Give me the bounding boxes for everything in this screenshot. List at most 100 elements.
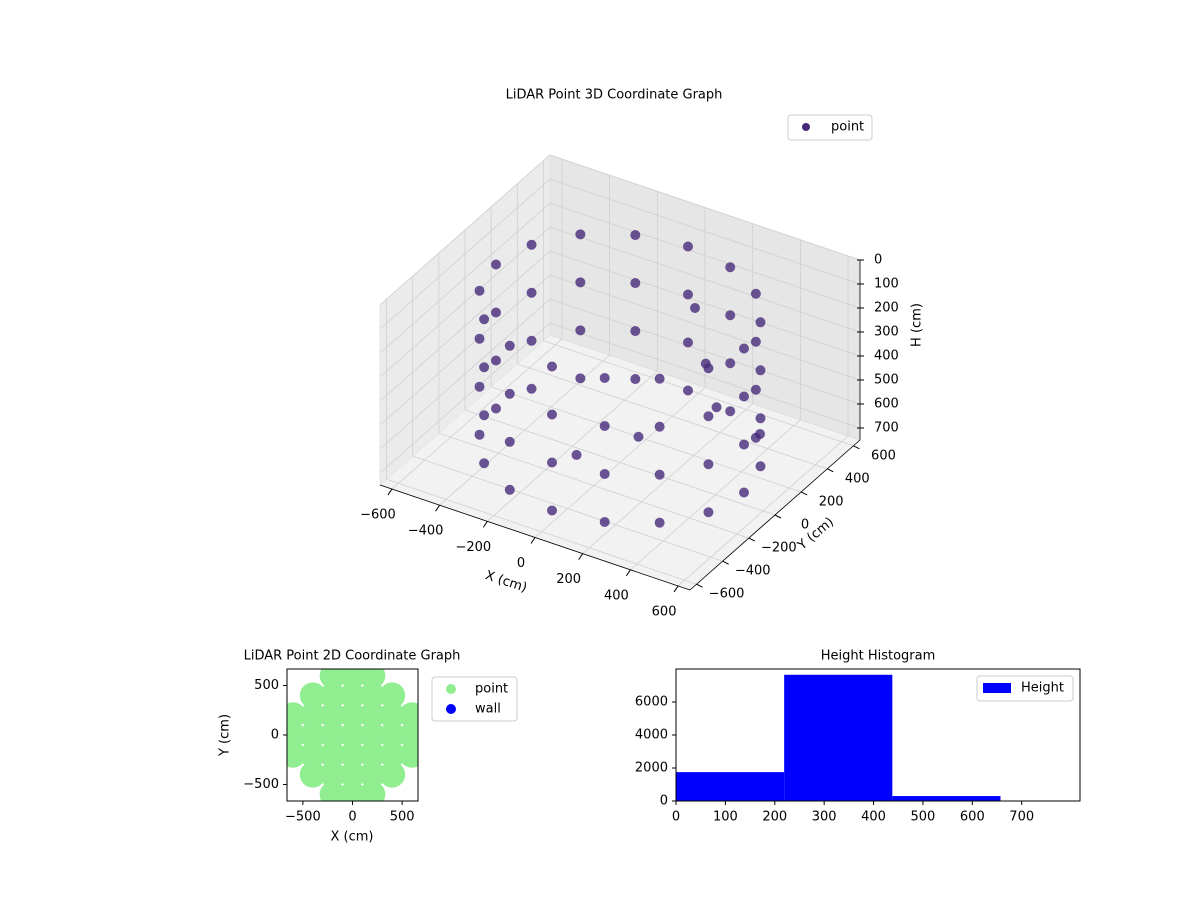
point xyxy=(654,373,665,384)
legend-label: Height xyxy=(1021,681,1064,696)
plot-area xyxy=(287,669,418,801)
point xyxy=(399,741,418,768)
point xyxy=(491,259,501,270)
point xyxy=(479,410,490,421)
x-tick xyxy=(387,488,393,496)
legend-marker xyxy=(802,123,810,131)
point xyxy=(703,507,714,518)
grid-line xyxy=(549,250,861,357)
grid-line xyxy=(379,226,551,378)
point xyxy=(571,449,582,460)
point xyxy=(379,741,406,768)
point xyxy=(504,484,515,495)
y-tick-label: 400 xyxy=(845,471,870,486)
x-tick-label: 0 xyxy=(348,810,356,825)
point xyxy=(474,381,485,392)
x-tick-label: 600 xyxy=(652,604,677,619)
point xyxy=(750,288,761,299)
point xyxy=(755,365,766,376)
grid-line xyxy=(412,455,723,562)
y-tick-label: 200 xyxy=(819,494,844,509)
point xyxy=(339,741,366,768)
point xyxy=(299,741,326,768)
y-tick-label: −400 xyxy=(735,564,771,579)
y-tick-label: −600 xyxy=(709,587,745,602)
point xyxy=(630,326,641,337)
point xyxy=(319,722,346,748)
grid-line xyxy=(549,178,861,285)
grid-line xyxy=(379,250,551,402)
x-tick-label: 300 xyxy=(812,810,837,825)
point xyxy=(319,702,346,729)
point xyxy=(359,682,386,709)
point xyxy=(479,362,490,373)
point xyxy=(379,702,406,729)
point xyxy=(299,761,326,788)
point xyxy=(339,761,366,788)
z-tick-label: 300 xyxy=(874,325,899,340)
point xyxy=(359,741,386,768)
x-tick xyxy=(435,504,441,512)
legend-box xyxy=(431,676,518,722)
point xyxy=(633,431,644,442)
point xyxy=(379,722,406,748)
z-tick-label: 0 xyxy=(874,253,882,268)
point xyxy=(599,468,610,479)
legend-label: point xyxy=(831,120,864,135)
y-axis-label: Y (cm) xyxy=(218,714,233,757)
x-tick-label: 400 xyxy=(861,810,886,825)
point xyxy=(299,722,326,748)
z-tick-label: 600 xyxy=(874,397,899,412)
grid-line xyxy=(438,432,749,539)
point xyxy=(711,402,722,413)
point xyxy=(739,487,749,498)
point xyxy=(359,722,386,748)
point xyxy=(359,669,386,689)
point xyxy=(339,722,366,748)
x-tick-label: 600 xyxy=(960,810,985,825)
point xyxy=(399,722,418,748)
chart-title: LiDAR Point 3D Coordinate Graph xyxy=(506,88,723,103)
point xyxy=(575,229,586,240)
point xyxy=(725,406,736,417)
z-tick-label: 400 xyxy=(874,349,899,364)
grid-line xyxy=(549,154,861,261)
y-tick xyxy=(722,560,729,565)
z-tick-label: 500 xyxy=(874,373,899,388)
x-axis-label: X (cm) xyxy=(483,568,529,596)
point xyxy=(491,307,501,318)
point xyxy=(504,388,515,399)
point xyxy=(739,343,749,354)
grid-line xyxy=(379,154,551,306)
point xyxy=(299,702,326,729)
point xyxy=(683,385,693,396)
point xyxy=(700,358,711,369)
legend-marker xyxy=(446,684,456,694)
point xyxy=(725,358,736,369)
grid-line xyxy=(517,363,828,470)
point xyxy=(474,333,485,344)
y-tick xyxy=(827,468,834,473)
grid-line xyxy=(379,298,551,450)
point xyxy=(339,682,366,709)
point xyxy=(399,702,418,729)
x-tick-label: 0 xyxy=(517,556,525,571)
y-tick xyxy=(774,514,782,519)
point xyxy=(755,461,766,472)
point xyxy=(654,469,665,480)
x-tick-label: 200 xyxy=(556,572,581,587)
point xyxy=(474,285,485,296)
point xyxy=(319,682,346,709)
point xyxy=(725,262,736,273)
point xyxy=(547,505,557,516)
point xyxy=(690,303,700,313)
point xyxy=(359,761,386,788)
point xyxy=(479,458,490,469)
y-tick xyxy=(696,583,703,588)
point xyxy=(339,781,366,801)
point xyxy=(750,336,761,347)
point xyxy=(339,669,366,689)
y-tick-label: −200 xyxy=(761,541,797,556)
bar xyxy=(892,796,1001,801)
grid-line xyxy=(379,274,551,426)
